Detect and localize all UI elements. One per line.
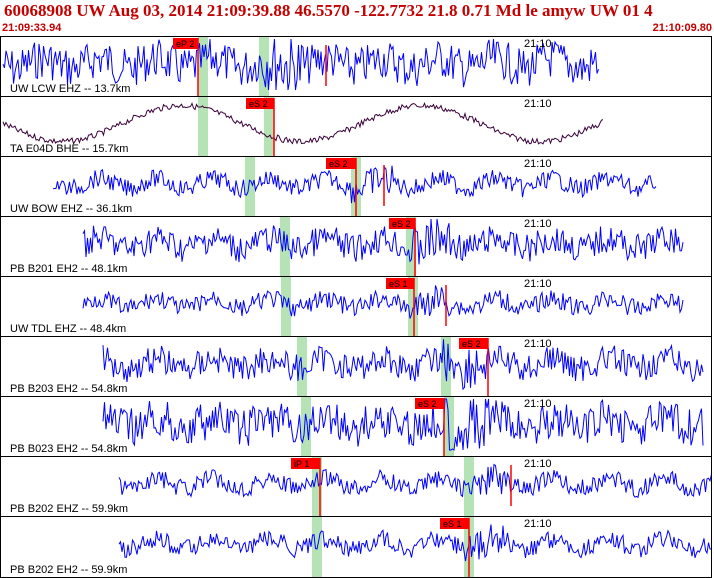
start-time: 21:09:33.94: [2, 22, 62, 34]
trace-panel[interactable]: eP 2 21:10 UW LCW EHZ -- 13.7km: [0, 36, 712, 97]
waveform: eS 1: [82, 277, 684, 336]
p-window: [312, 457, 322, 516]
pick-box[interactable]: [291, 458, 320, 469]
seismogram-line: [118, 463, 711, 499]
seismogram-line: [52, 165, 657, 204]
p-window: [198, 37, 208, 96]
trace-panel[interactable]: eS 2 21:10 UW BOW EHZ -- 36.1km: [0, 156, 712, 217]
waveform: eP 2: [2, 37, 599, 96]
pick-label: eS 2: [249, 99, 268, 109]
seismogram-line: [102, 339, 704, 391]
pick-label: eS 1: [389, 279, 408, 289]
pick-label: eS 2: [392, 219, 411, 229]
time-mark: 21:10: [524, 518, 552, 530]
waveform: iP 1: [118, 457, 711, 516]
s-window: [406, 217, 416, 276]
station-label: UW BOW EHZ -- 36.1km: [10, 203, 133, 215]
time-mark: 21:10: [524, 158, 552, 170]
station-label: UW LCW EHZ -- 13.7km: [10, 83, 131, 95]
pick-box[interactable]: [326, 158, 356, 169]
seismogram-line: [118, 524, 711, 562]
trace-panel[interactable]: iP 1 21:10 PB B202 EHZ -- 59.9km: [0, 456, 712, 517]
pick-label: eS 1: [443, 519, 462, 529]
waveform: eS 2: [102, 397, 704, 456]
p-window: [301, 397, 311, 456]
waveform: eS 2: [52, 157, 657, 216]
s-window: [264, 97, 274, 156]
station-label: PB B202 EH2 -- 59.9km: [10, 564, 128, 576]
waveform: eS 2: [102, 337, 704, 396]
seismogram-line: [102, 398, 704, 451]
time-mark: 21:10: [524, 38, 552, 50]
s-window: [408, 277, 418, 336]
trace-panel[interactable]: eS 1 21:10 PB B202 EH2 -- 59.9km: [0, 516, 712, 578]
end-time: 21:10:09.80: [652, 22, 712, 34]
trace-panel[interactable]: eS 2 21:10 TA E04D BHE -- 15.7km: [0, 96, 712, 157]
pick-box[interactable]: [386, 278, 414, 289]
header: 60068908 UW Aug 03, 2014 21:09:39.88 46.…: [0, 0, 714, 36]
pick-box[interactable]: [415, 398, 444, 409]
station-label: PB B201 EH2 -- 48.1km: [10, 263, 128, 275]
station-label: UW TDL EHZ -- 48.4km: [10, 323, 127, 335]
waveform: eS 2: [82, 217, 684, 276]
pick-box[interactable]: [173, 38, 198, 49]
seismogram-line: [2, 38, 599, 91]
pick-label: eS 2: [418, 399, 437, 409]
station-label: PB B203 EH2 -- 54.8km: [10, 383, 128, 395]
seismogram-line: [82, 218, 684, 265]
trace-panel[interactable]: eS 2 21:10 PB B203 EH2 -- 54.8km: [0, 336, 712, 397]
waveform: eS 1: [118, 517, 711, 577]
s-window: [441, 337, 451, 396]
station-label: PB B023 EH2 -- 54.8km: [10, 443, 128, 455]
trace-panel[interactable]: eS 2 21:10 PB B201 EH2 -- 48.1km: [0, 216, 712, 277]
time-mark: 21:10: [524, 458, 552, 470]
pick-label: eP 2: [176, 39, 194, 49]
time-mark: 21:10: [524, 218, 552, 230]
seismogram-line: [2, 102, 604, 145]
time-mark: 21:10: [524, 398, 552, 410]
pick-box[interactable]: [389, 218, 415, 229]
trace-panels: eP 2 21:10 UW LCW EHZ -- 13.7km eS 2 21:…: [0, 36, 714, 578]
time-mark: 21:10: [524, 338, 552, 350]
p-window: [198, 97, 208, 156]
p-window: [245, 157, 255, 216]
waveform: eS 2: [2, 97, 604, 156]
event-title: 60068908 UW Aug 03, 2014 21:09:39.88 46.…: [4, 1, 653, 20]
trace-panel[interactable]: eS 2 21:10 PB B023 EH2 -- 54.8km: [0, 396, 712, 457]
seismogram-line: [82, 285, 684, 319]
p-window: [281, 277, 291, 336]
pick-label: eS 2: [462, 339, 481, 349]
pick-box[interactable]: [459, 338, 488, 349]
time-mark: 21:10: [524, 98, 552, 110]
pick-label: eS 2: [329, 159, 348, 169]
s-window: [259, 37, 269, 96]
trace-panel[interactable]: eS 1 21:10 UW TDL EHZ -- 48.4km: [0, 276, 712, 337]
station-label: PB B202 EHZ -- 59.9km: [10, 503, 128, 515]
pick-label: iP 1: [294, 459, 309, 469]
station-label: TA E04D BHE -- 15.7km: [10, 143, 129, 155]
pick-box[interactable]: [246, 98, 274, 109]
time-mark: 21:10: [524, 278, 552, 290]
pick-box[interactable]: [440, 518, 469, 529]
